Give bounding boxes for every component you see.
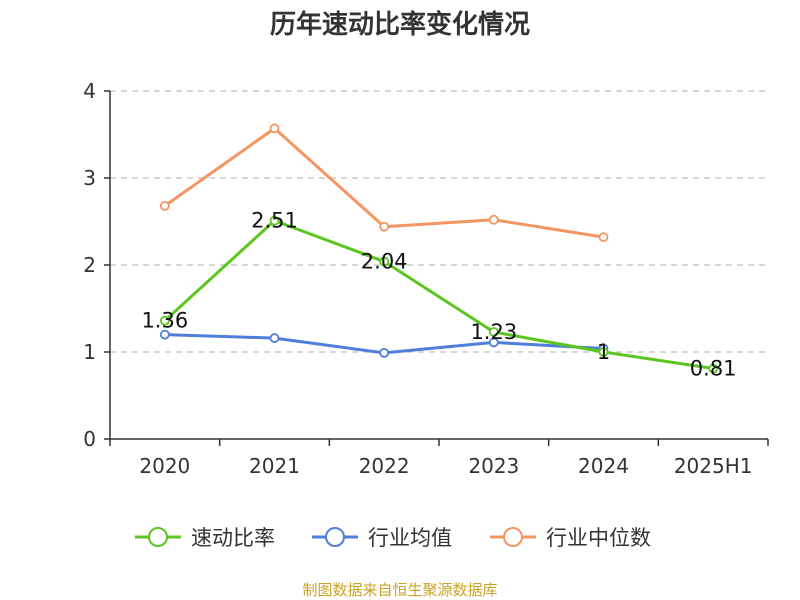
legend-marker-1 <box>325 527 345 547</box>
y-tick-label-4: 4 <box>83 79 96 103</box>
series-line-0 <box>163 219 714 371</box>
x-tick-label-2023: 2023 <box>468 454 519 478</box>
x-tick-label-2025H1: 2025H1 <box>674 454 753 478</box>
data-point-0-2025H1 <box>708 363 719 374</box>
x-tick-label-2022: 2022 <box>359 454 410 478</box>
x-tick-label-2024: 2024 <box>578 454 629 478</box>
data-label-2021: 2.51 <box>251 209 298 233</box>
legend: 速动比率 行业均值 行业中位数 <box>135 526 651 550</box>
data-point-0-2020 <box>159 315 170 326</box>
data-point-0-2023 <box>488 327 499 337</box>
data-point-1-2023 <box>488 337 499 348</box>
data-point-1-2020 <box>159 329 170 340</box>
data-point-0-2021 <box>269 215 280 226</box>
data-point-1-2022 <box>379 347 390 358</box>
data-label-2024: 1 <box>597 340 610 364</box>
data-point-2-2020 <box>159 200 170 211</box>
x-tick-label-2020: 2020 <box>139 454 190 478</box>
axes: 0 1 2 3 4 2020 2021 2022 2023 2024 2025H1 <box>83 79 769 478</box>
data-point-1-2021 <box>269 333 280 343</box>
data-point-2-2024 <box>598 232 609 243</box>
legend-label-0: 速动比率 <box>191 526 275 550</box>
legend-label-2: 行业中位数 <box>546 526 651 550</box>
series-group <box>159 123 719 374</box>
y-tick-label-2: 2 <box>83 253 96 277</box>
data-point-2-2021 <box>269 123 280 134</box>
legend-marker-2 <box>503 527 523 547</box>
y-tick-label-3: 3 <box>83 166 96 190</box>
grid-lines <box>110 90 768 353</box>
source-footer: 制图数据来自恒生聚源数据库 <box>302 581 497 599</box>
data-point-2-2022 <box>379 221 390 232</box>
data-point-0-2024 <box>598 347 609 357</box>
legend-label-1: 行业均值 <box>368 526 452 550</box>
data-point-0-2022 <box>379 256 390 267</box>
data-label-2020: 1.36 <box>141 309 188 333</box>
legend-marker-0 <box>148 527 168 547</box>
data-label-2023: 1.23 <box>470 320 517 344</box>
y-tick-label-1: 1 <box>83 340 96 364</box>
y-tick-label-0: 0 <box>83 427 96 451</box>
data-label-2022: 2.04 <box>361 250 408 274</box>
chart-title: 历年速动比率变化情况 <box>270 9 530 40</box>
series-line-2 <box>163 126 604 239</box>
data-label-2025H1: 0.81 <box>690 357 737 381</box>
data-labels: 1.36 2.51 2.04 1.23 1 0.81 <box>141 209 736 381</box>
x-tick-label-2021: 2021 <box>249 454 300 478</box>
data-point-2-2023 <box>488 214 499 225</box>
